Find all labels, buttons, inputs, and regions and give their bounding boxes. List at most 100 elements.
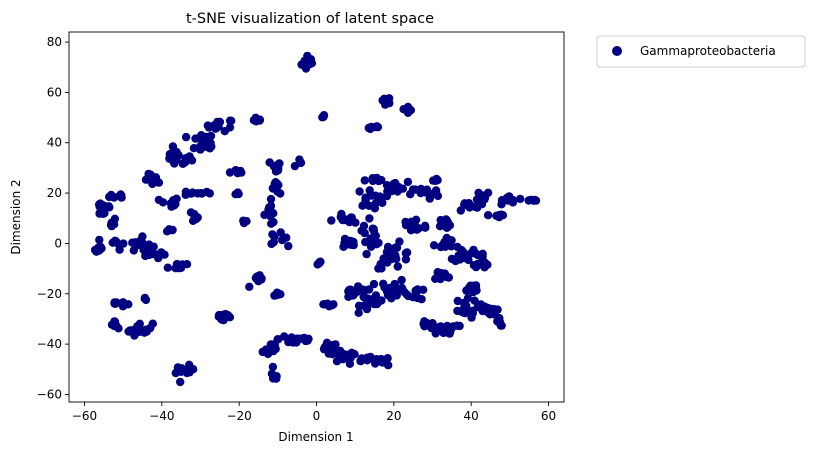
scatter-point — [172, 150, 181, 160]
scatter-point — [484, 306, 493, 316]
scatter-point — [497, 200, 506, 209]
scatter-point — [268, 362, 278, 372]
scatter-point — [401, 255, 411, 264]
scatter-point — [478, 306, 487, 316]
y-tick-label: 0 — [54, 236, 62, 250]
scatter-point — [422, 318, 432, 328]
scatter-point — [363, 353, 372, 362]
scatter-point — [110, 317, 120, 326]
scatter-point — [114, 240, 123, 249]
scatter-point — [468, 309, 477, 318]
scatter-point — [444, 236, 453, 245]
y-tick-label: 20 — [47, 186, 62, 200]
scatter-point — [359, 221, 369, 231]
scatter-point — [272, 374, 281, 383]
scatter-point — [234, 189, 243, 199]
x-tick-label: −20 — [226, 409, 251, 423]
scatter-point — [207, 142, 216, 151]
scatter-point — [223, 311, 233, 320]
scatter-point — [431, 186, 441, 195]
scatter-point — [466, 249, 475, 258]
scatter-point — [205, 189, 214, 198]
y-tick-label: −40 — [37, 337, 62, 351]
scatter-point — [170, 159, 179, 168]
scatter-point — [284, 337, 293, 347]
scatter-point — [346, 236, 355, 246]
scatter-point — [436, 242, 446, 252]
scatter-point — [392, 254, 401, 263]
scatter-point — [306, 55, 316, 64]
x-axis-title: Dimension 1 — [278, 430, 353, 444]
scatter-point — [346, 213, 356, 222]
scatter-point — [447, 254, 457, 264]
scatter-point — [251, 113, 260, 123]
scatter-point — [266, 194, 276, 204]
scatter-point — [271, 178, 280, 187]
scatter-point — [267, 239, 276, 249]
scatter-point — [437, 326, 447, 335]
scatter-point — [319, 300, 328, 309]
scatter-point — [276, 228, 285, 237]
scatter-point — [151, 175, 160, 184]
scatter-point — [158, 198, 168, 207]
scatter-point — [362, 249, 371, 259]
scatter-point — [195, 142, 205, 151]
scatter-point — [531, 196, 541, 205]
scatter-point — [376, 259, 385, 269]
scatter-point — [239, 216, 248, 225]
scatter-point — [150, 249, 159, 259]
x-tick-label: 60 — [541, 409, 556, 423]
scatter-point — [453, 242, 462, 252]
x-tick-label: −40 — [149, 409, 174, 423]
scatter-point — [276, 189, 285, 198]
scatter-point — [384, 361, 393, 370]
scatter-point — [388, 291, 398, 300]
scatter-point — [186, 208, 196, 217]
scatter-point — [319, 111, 329, 120]
scatter-point — [472, 286, 481, 295]
scatter-point — [398, 184, 407, 193]
scatter-point — [172, 263, 181, 272]
scatter-point — [336, 346, 345, 356]
scatter-point — [383, 354, 392, 363]
scatter-point — [429, 241, 439, 250]
scatter-point — [363, 297, 373, 307]
scatter-point — [107, 221, 116, 231]
scatter-point — [405, 105, 414, 114]
scatter-point — [382, 247, 392, 257]
scatter-point — [358, 201, 367, 210]
scatter-point — [149, 242, 158, 251]
scatter-point — [372, 240, 381, 249]
scatter-point — [210, 121, 219, 130]
scatter-point — [329, 300, 338, 309]
scatter-point — [360, 176, 369, 185]
scatter-point — [470, 202, 479, 211]
scatter-point — [140, 294, 149, 303]
scatter-point — [146, 323, 155, 333]
scatter-point — [315, 258, 324, 267]
scatter-point — [220, 127, 229, 136]
scatter-point — [176, 377, 185, 387]
scatter-point — [95, 202, 104, 211]
scatter-point — [252, 272, 261, 281]
scatter-point — [371, 191, 380, 200]
scatter-point — [167, 202, 176, 211]
scatter-point — [358, 285, 367, 294]
x-tick-label: 40 — [464, 409, 479, 423]
scatter-point — [508, 195, 518, 205]
scatter-point — [412, 225, 422, 234]
scatter-point — [95, 235, 104, 245]
scatter-point — [382, 181, 392, 190]
scatter-point — [483, 211, 493, 220]
scatter-point — [431, 329, 440, 338]
scatter-point — [470, 296, 479, 305]
scatter-point — [397, 275, 406, 285]
y-axis-ticks: −60 −40 −20 0 20 40 60 80 — [37, 35, 69, 401]
scatter-point — [435, 272, 444, 282]
scatter-point — [369, 279, 379, 289]
legend: Gammaproteobacteria — [596, 35, 806, 68]
scatter-point — [477, 191, 487, 200]
scatter-point — [393, 262, 402, 271]
scatter-point — [371, 174, 381, 184]
scatter-point — [441, 215, 451, 224]
